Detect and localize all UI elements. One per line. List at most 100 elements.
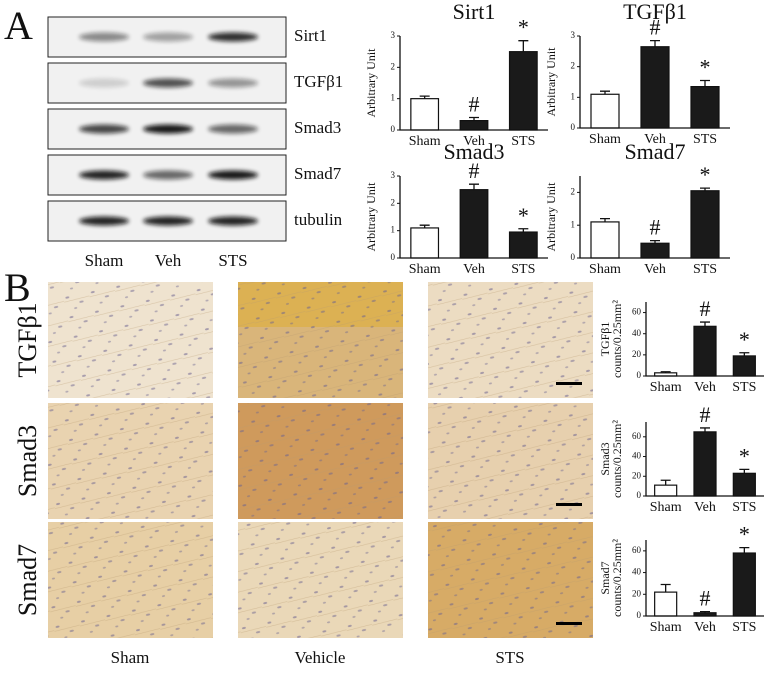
chart-title: TGFβ1 — [623, 0, 687, 24]
x-tick-label: Sham — [650, 620, 682, 635]
blot-band — [79, 78, 129, 88]
bar — [732, 472, 756, 497]
histology-row-label: Smad7 — [13, 544, 42, 616]
bar — [732, 355, 756, 377]
histology-texture — [238, 282, 403, 398]
y-tick-label: 1 — [571, 219, 576, 229]
y-tick-label: 40 — [632, 451, 642, 461]
error-bar — [600, 217, 610, 222]
significance-mark: # — [650, 15, 661, 40]
error-bar — [739, 546, 750, 554]
blot-band — [208, 170, 258, 180]
y-tick-label: 20 — [632, 470, 642, 480]
significance-mark: # — [469, 158, 480, 183]
bar-chart: TGFβ1 Arbitrary Unit 0 1 2 3 Sham # Veh * STS — [544, 0, 730, 147]
error-bar — [700, 79, 710, 87]
bar-chart: Smad3 Arbitrary Unit 0 1 2 3 Sham # Veh * STS — [364, 139, 548, 277]
bar — [410, 227, 440, 259]
y-tick-label: 0 — [391, 124, 396, 134]
y-tick-label: 3 — [391, 30, 396, 40]
blot-row-label: TGFβ1 — [294, 72, 343, 91]
bar — [410, 98, 440, 131]
y-tick-label: 60 — [632, 431, 642, 441]
significance-mark: * — [700, 162, 711, 187]
blot-row-label: Smad7 — [294, 164, 342, 183]
x-tick-label: Veh — [644, 262, 666, 277]
x-tick-label: Veh — [463, 262, 485, 277]
significance-mark: # — [700, 586, 711, 611]
y-axis-label: counts/0.25mm² — [610, 300, 624, 378]
bar — [732, 552, 756, 617]
x-tick-label: Sham — [650, 500, 682, 515]
y-tick-label: 2 — [391, 197, 396, 207]
bar — [654, 591, 678, 617]
histology: TGFβ1 Smad3 Smad7 Sham Vehicle STS — [13, 282, 593, 667]
x-tick-label: Sham — [589, 132, 621, 147]
axis — [579, 36, 730, 129]
y-tick-label: 3 — [391, 170, 396, 180]
axis — [645, 422, 764, 497]
y-tick-label: 2 — [571, 61, 576, 71]
x-tick-label: Sham — [650, 380, 682, 395]
y-axis-label: Smad7 — [598, 561, 612, 594]
significance-mark: # — [700, 402, 711, 427]
error-bar — [700, 611, 710, 613]
blot-band — [79, 124, 129, 134]
x-tick-label: STS — [511, 134, 535, 149]
blot-band — [79, 32, 129, 42]
y-axis-label: Smad3 — [598, 442, 612, 475]
bar-chart: Smad7 Arbitrary Unit 0 1 2 Sham # Veh * STS — [544, 139, 730, 277]
histology-texture — [428, 522, 593, 638]
y-tick-label: 60 — [632, 545, 642, 555]
error-bar — [469, 183, 479, 190]
y-tick-label: 60 — [632, 307, 642, 317]
error-bar — [518, 228, 529, 233]
axis — [579, 176, 730, 259]
x-tick-label: Sham — [589, 262, 621, 277]
axis — [645, 540, 764, 617]
chart-title: Sirt1 — [453, 0, 496, 24]
panel-label: A — [4, 3, 33, 48]
y-tick-label: 2 — [571, 186, 576, 196]
y-axis-label: counts/0.25mm² — [610, 420, 624, 498]
y-tick-label: 20 — [632, 588, 642, 598]
histology-texture — [48, 403, 213, 519]
bar — [690, 190, 720, 259]
bar — [590, 93, 620, 129]
blot-band — [208, 216, 258, 226]
histology-texture — [238, 403, 403, 519]
significance-mark: * — [739, 443, 750, 468]
histology-column-label: Vehicle — [295, 648, 346, 667]
error-bar — [660, 479, 671, 486]
bar — [640, 46, 670, 129]
x-tick-label: STS — [693, 132, 717, 147]
error-bar — [419, 95, 430, 99]
y-axis-label: Arbitrary Unit — [364, 48, 378, 118]
y-tick-label: 0 — [637, 490, 642, 500]
histology-texture — [428, 403, 593, 519]
y-tick-label: 40 — [632, 328, 642, 338]
bar — [654, 484, 678, 497]
bar — [693, 431, 717, 497]
bar — [640, 242, 670, 259]
y-tick-label: 1 — [571, 91, 576, 101]
histology-texture — [48, 282, 213, 398]
x-tick-label: STS — [732, 500, 756, 515]
scale-bar — [556, 622, 582, 625]
axis — [399, 176, 548, 259]
error-bar — [419, 224, 430, 228]
blot-band — [208, 32, 258, 42]
blot-lane-label: Sham — [85, 251, 124, 270]
histology-row-label: TGFβ1 — [13, 302, 42, 377]
y-tick-label: 0 — [391, 252, 396, 262]
error-bar — [700, 427, 710, 432]
x-tick-label: Sham — [409, 134, 441, 149]
y-tick-label: 1 — [391, 93, 396, 103]
y-tick-label: 40 — [632, 567, 642, 577]
x-tick-label: Veh — [463, 134, 485, 149]
error-bar — [660, 583, 671, 593]
